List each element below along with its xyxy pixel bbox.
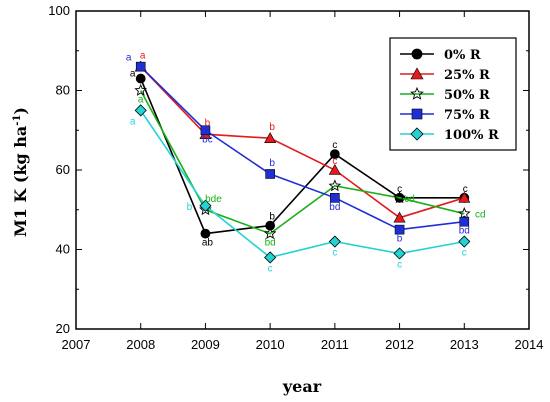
y-tick-label: 20 <box>56 321 70 336</box>
data-point <box>264 132 277 143</box>
significance-label: bde <box>205 194 222 205</box>
significance-label: bd <box>329 202 340 213</box>
data-point <box>393 247 406 260</box>
data-point <box>393 191 406 204</box>
y-tick-label: 60 <box>56 162 70 177</box>
y-tick-label: 80 <box>56 83 70 98</box>
data-point <box>328 179 342 192</box>
y-tick-label: 100 <box>48 3 70 18</box>
significance-label: ab <box>202 238 214 249</box>
significance-label: c <box>397 259 402 270</box>
significance-label: c <box>397 184 402 195</box>
data-point <box>410 127 424 141</box>
legend-label: 75% R <box>444 108 490 123</box>
significance-label: bd <box>265 238 276 249</box>
data-point <box>265 220 276 231</box>
data-point <box>393 211 406 223</box>
series-line <box>140 66 465 219</box>
significance-label: b <box>187 202 193 213</box>
legend-item: 50% R <box>400 86 490 103</box>
significance-label: c <box>332 248 337 259</box>
data-point <box>135 73 146 84</box>
data-point <box>410 67 424 80</box>
data-point <box>411 108 423 120</box>
data-point <box>328 235 341 248</box>
data-point <box>264 251 277 264</box>
significance-label: b <box>269 122 275 133</box>
significance-label: cd <box>404 194 415 205</box>
significance-label: c <box>463 184 468 195</box>
legend-label: 25% R <box>444 68 490 83</box>
significance-label: bd <box>459 226 470 237</box>
series-75-r <box>135 61 470 235</box>
legend-item: 75% R <box>400 108 490 123</box>
data-point <box>199 203 212 216</box>
significance-label: c <box>268 263 273 274</box>
significance-label: c <box>332 140 337 151</box>
significance-label: b <box>397 234 403 245</box>
data-point <box>134 104 147 117</box>
significance-label: c <box>332 156 337 167</box>
series-100-r <box>134 104 471 264</box>
x-tick-label: 2014 <box>515 337 544 352</box>
data-point <box>459 216 470 227</box>
data-point <box>200 228 211 239</box>
x-axis-title: year <box>282 377 322 396</box>
data-point <box>135 61 146 72</box>
data-point <box>411 48 423 60</box>
legend-label: 0% R <box>444 48 481 63</box>
x-tick-label: 2012 <box>385 337 414 352</box>
x-tick-label: 2010 <box>256 337 285 352</box>
data-point <box>329 149 340 160</box>
data-point <box>330 193 340 203</box>
data-point <box>458 235 471 248</box>
legend-label: 50% R <box>444 88 490 103</box>
significance-label: b <box>269 212 275 223</box>
legend: 0% R 25% R 50% R 75% R 100% R <box>389 37 517 151</box>
data-point <box>265 169 275 179</box>
significance-label: b <box>269 158 275 169</box>
x-tick-label: 2008 <box>126 337 155 352</box>
legend-label: 100% R <box>444 128 499 143</box>
series-line <box>140 109 465 259</box>
series-line <box>139 78 465 235</box>
legend-item: 25% R <box>400 67 490 83</box>
x-tick-label: 2007 <box>62 337 91 352</box>
y-axis-title-superscript: -1 <box>12 115 23 126</box>
x-tick-label: 2013 <box>450 337 479 352</box>
significance-label: a <box>130 69 136 80</box>
x-tick-label: 2009 <box>191 337 220 352</box>
legend-item: 100% R <box>400 127 499 143</box>
data-point <box>263 226 277 239</box>
x-tick-label: 2011 <box>321 337 349 352</box>
significance-label: a <box>126 53 132 64</box>
data-point <box>328 163 341 175</box>
data-point <box>458 191 471 203</box>
significance-label: bc <box>202 134 213 145</box>
significance-label: a <box>130 116 136 127</box>
series-line <box>140 66 465 231</box>
legend-item: 0% R <box>400 48 481 63</box>
data-point <box>134 83 148 96</box>
significance-label: cd <box>475 210 486 221</box>
data-point <box>199 199 212 212</box>
data-point <box>394 224 405 235</box>
significance-label: a <box>140 51 146 62</box>
data-point <box>457 207 471 220</box>
y-axis-title: M1 K (kg ha-1) <box>11 107 30 237</box>
significance-label: b <box>205 118 211 129</box>
data-point <box>200 125 211 136</box>
significance-label: c <box>462 248 467 259</box>
data-point <box>410 86 424 100</box>
significance-label: a <box>138 95 144 106</box>
y-tick-label: 40 <box>56 242 70 257</box>
